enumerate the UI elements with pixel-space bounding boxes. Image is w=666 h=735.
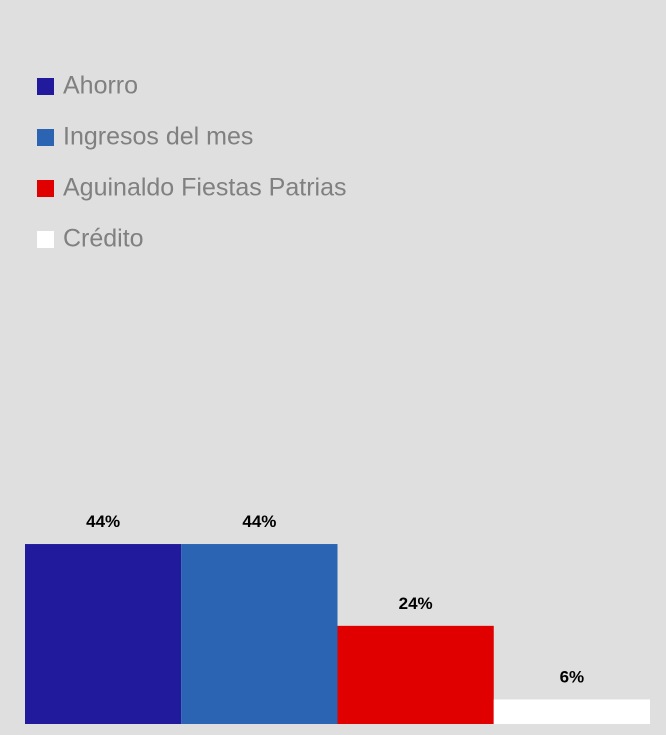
legend-label: Ahorro (63, 72, 138, 100)
bar (337, 625, 494, 724)
legend-label: Crédito (63, 225, 144, 253)
value-label: 44% (86, 512, 120, 531)
legend-label: Aguinaldo Fiestas Patrias (63, 174, 346, 202)
legend-swatch (37, 129, 54, 146)
legend-swatch (37, 231, 54, 248)
legend-swatch (37, 78, 54, 95)
bar (25, 544, 182, 724)
value-label: 44% (242, 512, 276, 531)
value-label: 6% (560, 667, 585, 686)
value-label: 24% (399, 594, 433, 613)
legend-label: Ingresos del mes (63, 123, 253, 151)
bar (493, 699, 650, 724)
bar (181, 544, 338, 724)
legend-swatch (37, 180, 54, 197)
